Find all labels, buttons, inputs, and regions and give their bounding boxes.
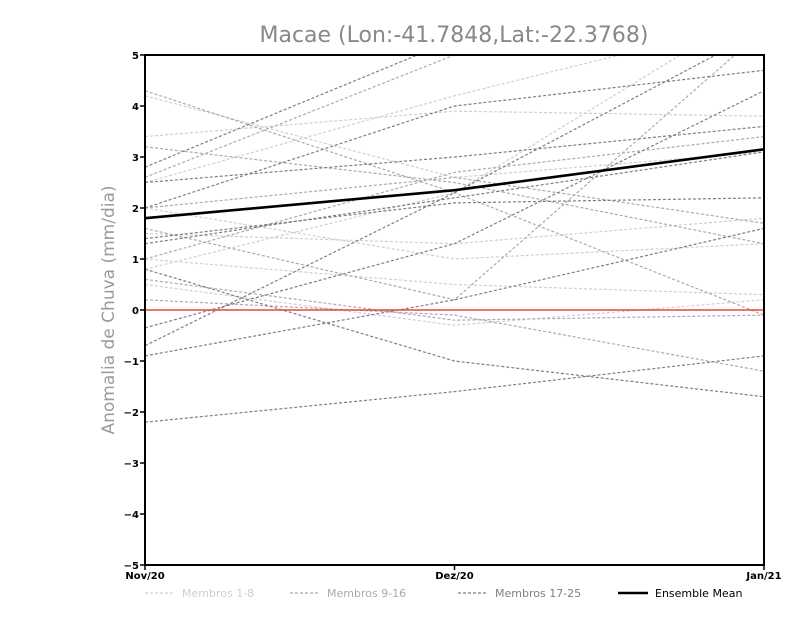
member-series-line <box>145 55 682 270</box>
member-series-line <box>145 146 764 245</box>
y-tick-label: 3 <box>132 153 139 164</box>
series-layer <box>145 55 764 423</box>
y-tick-label: −1 <box>124 357 139 368</box>
legend: Membros 1-8 Membros 9-16 Membros 17-25 Ense… <box>145 587 742 600</box>
member-series-line <box>145 278 764 321</box>
y-axis-label: Anomalia de Chuva (mm/dia) <box>99 185 119 434</box>
member-series-line <box>145 110 764 138</box>
y-tick-label: 5 <box>132 51 139 62</box>
y-tick-label: 2 <box>132 204 139 215</box>
member-series-line <box>145 55 736 301</box>
y-tick-label: 1 <box>132 255 139 266</box>
ensemble-mean-line <box>145 148 764 220</box>
y-tick-label: −5 <box>124 561 139 572</box>
member-series-line <box>145 136 764 260</box>
y-tick-label: −3 <box>124 459 139 470</box>
legend-label: Membros 9-16 <box>327 587 406 600</box>
legend-label: Ensemble Mean <box>655 587 742 600</box>
member-series-line <box>145 69 764 209</box>
x-tick-label: Jan/21 <box>745 571 781 582</box>
chart-title: Macae (Lon:-41.7848,Lat:-22.3768) <box>259 23 648 48</box>
x-tick-label: Nov/20 <box>125 571 164 582</box>
member-series-line <box>145 217 764 245</box>
member-series-line <box>145 258 764 296</box>
member-series-line <box>145 283 764 326</box>
member-series-line <box>145 125 764 184</box>
x-axis: Nov/20 Dez/20 Jan/21 <box>125 565 782 582</box>
legend-label: Membros 17-25 <box>495 587 581 600</box>
member-series-line <box>145 227 764 357</box>
member-series-line <box>145 55 419 168</box>
x-tick-label: Dez/20 <box>435 571 474 582</box>
member-series-line <box>145 268 764 398</box>
y-tick-label: −2 <box>124 408 139 419</box>
member-series-line <box>145 55 623 184</box>
legend-label: Membros 1-8 <box>182 587 254 600</box>
member-series-line <box>145 176 764 224</box>
y-tick-label: −4 <box>124 510 139 521</box>
member-series-line <box>145 151 764 245</box>
member-series-line <box>145 207 764 260</box>
member-series-line <box>145 55 460 178</box>
y-tick-label: 4 <box>132 102 139 113</box>
member-series-line <box>145 55 717 347</box>
member-series-line <box>145 355 764 423</box>
y-tick-label: 0 <box>132 306 139 317</box>
member-series-line <box>145 197 764 240</box>
y-axis: −5 −4 −3 −2 −1 0 1 2 3 4 5 <box>124 51 145 572</box>
